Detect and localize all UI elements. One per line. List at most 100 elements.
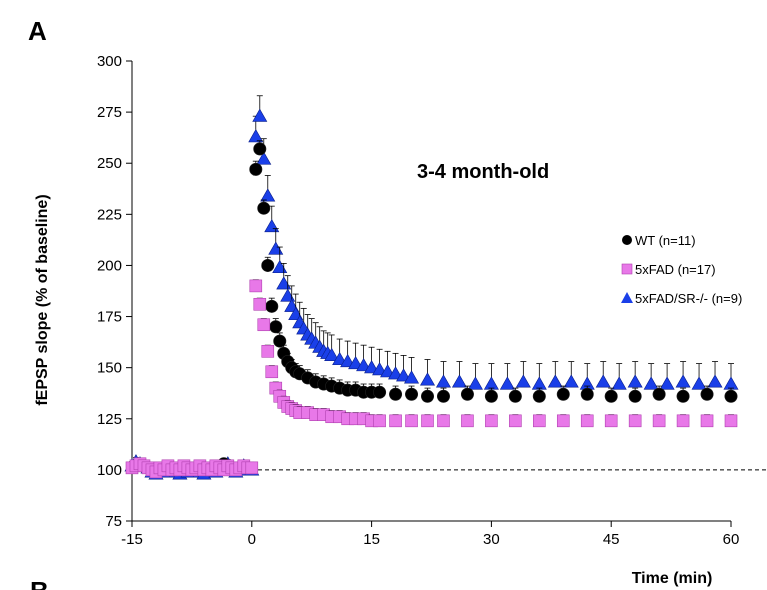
series-circle: [217, 140, 738, 475]
legend-marker: [621, 263, 633, 275]
data-point: [611, 376, 627, 390]
legend-entry: 5xFAD (n=17): [621, 262, 716, 277]
panel-label-a: A: [28, 16, 47, 46]
data-point: [280, 288, 296, 302]
x-axis-title: Time (min): [632, 570, 713, 587]
legend-marker: [621, 292, 633, 303]
data-point: [580, 414, 594, 428]
data-point: [724, 414, 738, 428]
legend-marker: [622, 235, 632, 245]
x-tick-label: -15: [121, 531, 143, 548]
data-point: [461, 414, 474, 428]
data-point: [508, 389, 522, 403]
data-point: [509, 414, 522, 428]
data-point: [556, 387, 570, 401]
data-point: [389, 387, 403, 401]
y-tick-label: 300: [97, 53, 122, 70]
data-point: [372, 362, 388, 376]
panel-label-b: B: [30, 576, 49, 590]
data-point: [421, 389, 435, 403]
legend-entry: 5xFAD/SR-/- (n=9): [621, 291, 742, 306]
chart-annotation: 3-4 month-old: [417, 161, 549, 183]
data-point: [348, 355, 364, 370]
data-point: [652, 387, 666, 401]
data-point: [253, 297, 267, 311]
data-point: [451, 374, 467, 388]
y-tick-label: 75: [105, 513, 122, 530]
x-tick-label: 0: [248, 531, 256, 548]
data-point: [249, 162, 263, 176]
data-point: [421, 414, 434, 428]
data-point: [707, 374, 723, 388]
y-axis-title: fEPSP slope (% of baseline): [34, 194, 51, 405]
data-point: [261, 258, 275, 272]
data-point: [484, 389, 498, 403]
data-point: [627, 374, 643, 388]
data-point: [643, 376, 659, 390]
data-point: [272, 259, 288, 274]
data-point: [533, 414, 546, 428]
y-tick-label: 225: [97, 206, 122, 223]
data-point: [364, 360, 380, 374]
data-point: [268, 241, 284, 255]
data-point: [260, 188, 276, 202]
data-point: [404, 370, 420, 384]
data-point: [388, 366, 404, 380]
data-point: [380, 364, 396, 378]
data-point: [675, 374, 691, 388]
y-tick-label: 150: [97, 360, 122, 377]
data-point: [252, 108, 268, 122]
data-point: [436, 389, 450, 403]
legend-label: WT (n=11): [635, 233, 696, 248]
data-point: [435, 374, 451, 388]
data-point: [269, 320, 283, 334]
data-point: [676, 389, 690, 403]
data-point: [265, 299, 279, 313]
data-point: [248, 129, 264, 143]
data-point: [389, 414, 402, 428]
x-tick-label: 15: [363, 531, 380, 548]
data-point: [257, 201, 271, 215]
data-point: [340, 353, 356, 368]
data-point: [499, 376, 515, 390]
chart-legend: WT (n=11) 5xFAD (n=17) 5xFAD/SR-/- (n=9): [621, 233, 742, 306]
data-point: [563, 374, 579, 388]
data-point: [723, 376, 739, 390]
data-point: [483, 376, 499, 390]
data-point: [373, 414, 386, 428]
data-point: [676, 414, 690, 428]
legend-label: 5xFAD (n=17): [635, 262, 716, 277]
data-point: [691, 376, 707, 390]
x-tick-label: 30: [483, 531, 500, 548]
data-point: [604, 389, 618, 403]
y-tick-label: 250: [97, 155, 122, 172]
data-point: [256, 151, 272, 165]
data-point: [467, 376, 483, 390]
data-point: [332, 351, 348, 366]
data-point: [257, 318, 271, 332]
data-point: [396, 368, 412, 382]
data-point: [405, 414, 418, 428]
data-point: [437, 414, 450, 428]
data-point: [405, 387, 419, 401]
data-point: [595, 374, 611, 388]
data-point: [485, 414, 498, 428]
data-point: [373, 385, 387, 399]
data-point: [628, 414, 642, 428]
x-tick-label: 60: [723, 531, 740, 548]
data-point: [265, 365, 279, 379]
data-point: [724, 389, 738, 403]
data-point: [460, 387, 474, 401]
data-point: [531, 376, 547, 390]
legend-entry: WT (n=11): [622, 233, 696, 248]
data-point: [700, 387, 714, 401]
data-point: [324, 347, 340, 361]
chart-axes: 75 100 125 150 175 200 225 250 275 300 -15 0 15 30 45 6…: [97, 53, 739, 548]
data-point: [515, 374, 531, 388]
y-tick-label: 125: [97, 411, 122, 428]
y-tick-label: 100: [97, 462, 122, 479]
data-point: [604, 414, 618, 428]
data-point: [556, 414, 570, 428]
data-point: [261, 345, 275, 358]
